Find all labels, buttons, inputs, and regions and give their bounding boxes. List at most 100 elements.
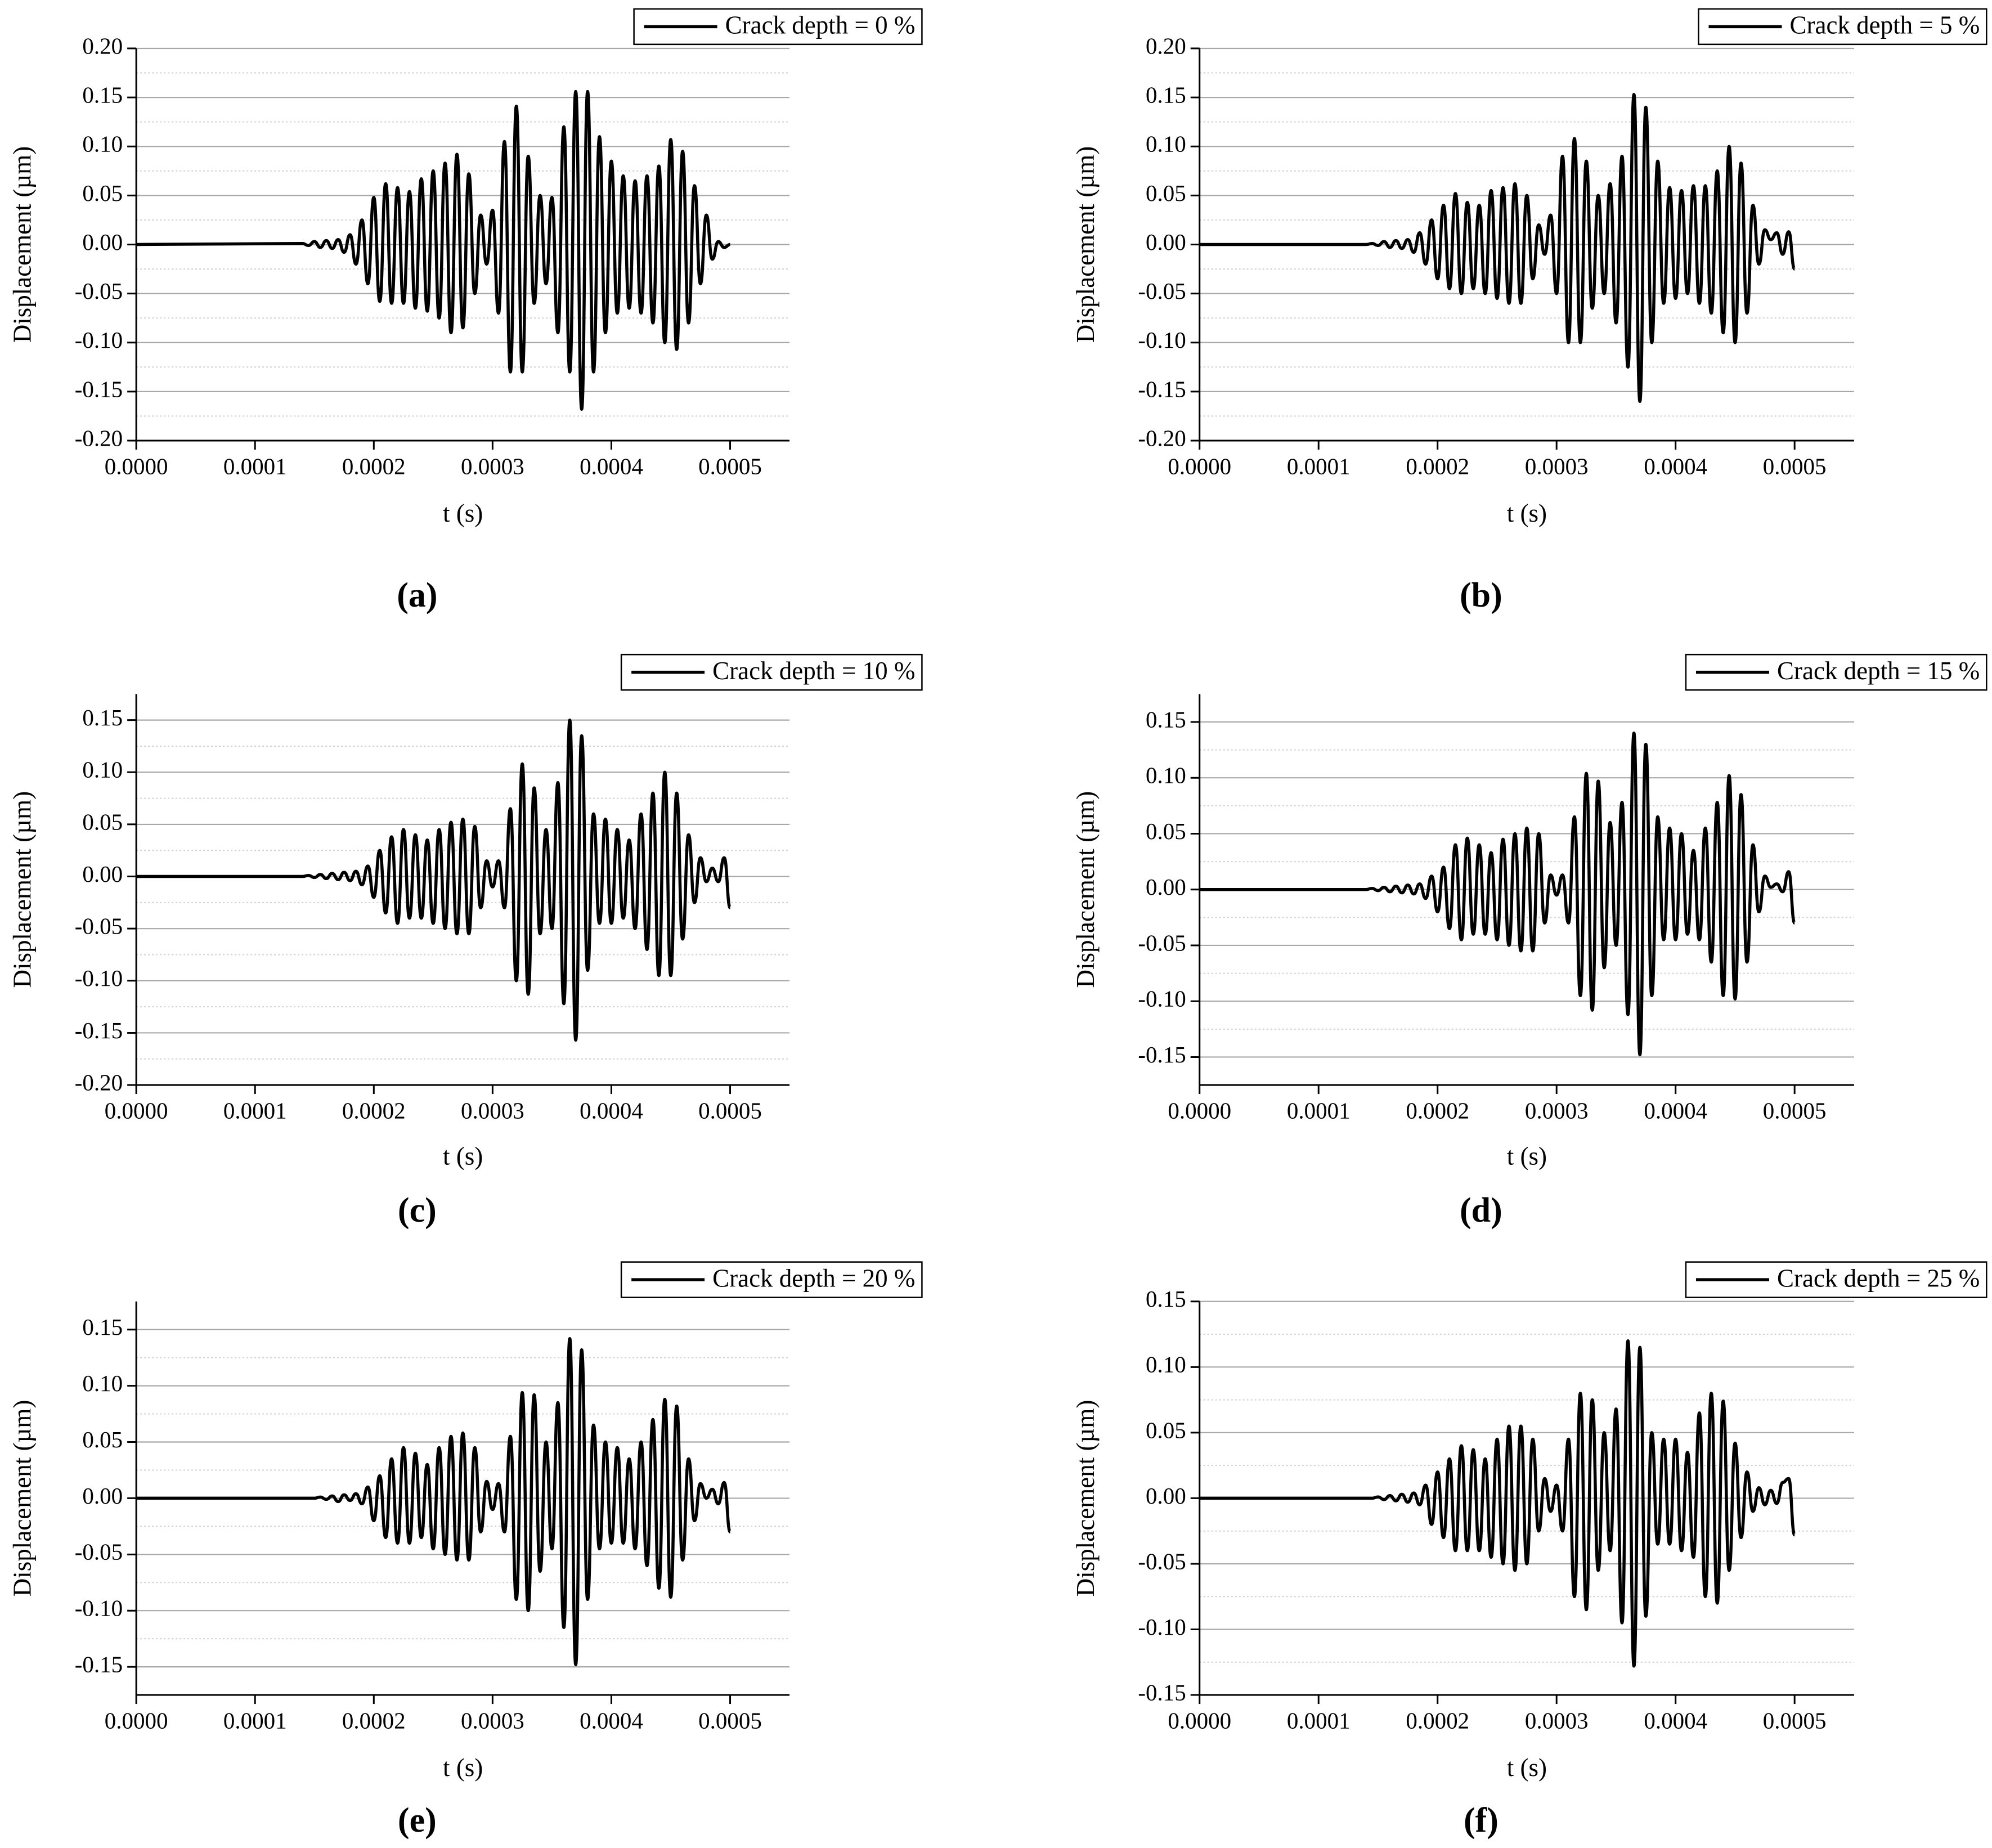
panel-caption: (b) xyxy=(1460,576,1502,614)
y-tick-label: -0.15 xyxy=(1138,376,1186,402)
y-tick-label: 0.15 xyxy=(1146,706,1186,732)
x-tick-label: 0.0004 xyxy=(1644,453,1707,479)
x-tick-label: 0.0003 xyxy=(1525,1097,1589,1123)
y-axis-title: Displacement (µm) xyxy=(8,146,36,343)
y-tick-label: -0.10 xyxy=(75,327,123,353)
x-tick-label: 0.0005 xyxy=(698,1097,762,1123)
x-tick-label: 0.0002 xyxy=(342,1097,406,1123)
legend: Crack depth = 20 % xyxy=(620,1261,923,1298)
y-tick-label: -0.15 xyxy=(1138,1042,1186,1067)
y-tick-label: 0.05 xyxy=(82,809,123,835)
data-line xyxy=(1199,93,1796,403)
x-tick-label: 0.0003 xyxy=(1525,1707,1589,1733)
panel-caption: (d) xyxy=(1460,1191,1502,1230)
y-axis-title: Displacement (µm) xyxy=(1071,1400,1100,1597)
y-tick-label: -0.10 xyxy=(75,1595,123,1621)
x-tick-label: 0.0004 xyxy=(580,1707,643,1733)
y-tick-label: 0.05 xyxy=(82,180,123,206)
y-tick-label: 0.10 xyxy=(1146,762,1186,788)
y-tick-label: 0.10 xyxy=(1146,1352,1186,1378)
y-tick-label: -0.15 xyxy=(75,376,123,402)
legend: Crack depth = 0 % xyxy=(633,8,923,46)
x-tick-label: 0.0002 xyxy=(342,1707,406,1733)
y-tick-label: 0.00 xyxy=(1146,874,1186,900)
x-axis-title: t (s) xyxy=(443,499,483,527)
data-line xyxy=(136,718,732,1042)
y-tick-label: 0.15 xyxy=(82,705,123,730)
y-tick-label: -0.05 xyxy=(1138,278,1186,304)
x-tick-label: 0.0004 xyxy=(1644,1707,1707,1733)
x-tick-label: 0.0002 xyxy=(1406,1097,1469,1123)
y-tick-label: -0.10 xyxy=(1138,1614,1186,1640)
y-tick-label: 0.15 xyxy=(1146,82,1186,108)
x-axis-title: t (s) xyxy=(1507,1753,1547,1782)
panel: -0.15 -0.10 -0.05 0.00 0.05 0.10 0.15 0.0000 0.0… xyxy=(1071,1261,1987,1840)
x-tick-label: 0.0003 xyxy=(461,1097,524,1123)
legend: Crack depth = 15 % xyxy=(1685,653,1987,691)
y-axis-title: Displacement (µm) xyxy=(1071,791,1100,988)
x-axis-title: t (s) xyxy=(1507,1142,1547,1170)
data-line xyxy=(1199,1339,1796,1668)
x-tick-label: 0.0001 xyxy=(1287,453,1351,479)
x-tick-label: 0.0000 xyxy=(1168,1097,1231,1123)
data-line xyxy=(136,89,730,411)
y-tick-label: -0.05 xyxy=(1138,930,1186,956)
y-tick-label: -0.10 xyxy=(1138,986,1186,1012)
x-tick-label: 0.0000 xyxy=(105,453,168,479)
y-tick-label: 0.00 xyxy=(82,229,123,255)
x-tick-label: 0.0003 xyxy=(461,1707,524,1733)
y-tick-label: 0.10 xyxy=(82,757,123,783)
legend-label: Crack depth = 15 % xyxy=(1777,657,1980,685)
data-line xyxy=(1199,732,1796,1057)
panel-caption: (f) xyxy=(1464,1801,1499,1840)
x-tick-label: 0.0001 xyxy=(1287,1097,1351,1123)
x-tick-label: 0.0005 xyxy=(1763,453,1827,479)
legend-label: Crack depth = 0 % xyxy=(725,11,916,39)
x-tick-label: 0.0004 xyxy=(1644,1097,1707,1123)
y-tick-label: -0.10 xyxy=(1138,327,1186,353)
y-tick-label: -0.20 xyxy=(1138,425,1186,451)
y-tick-label: 0.15 xyxy=(82,82,123,108)
y-tick-label: 0.05 xyxy=(82,1427,123,1452)
legend-label: Crack depth = 5 % xyxy=(1789,11,1980,39)
y-axis-title: Displacement (µm) xyxy=(1071,146,1100,343)
legend-label: Crack depth = 25 % xyxy=(1777,1264,1980,1292)
y-tick-label: 0.10 xyxy=(1146,131,1186,157)
x-tick-label: 0.0005 xyxy=(1763,1707,1827,1733)
x-tick-label: 0.0002 xyxy=(342,453,406,479)
x-axis-title: t (s) xyxy=(1507,499,1547,527)
y-tick-label: 0.15 xyxy=(1146,1286,1186,1312)
x-tick-label: 0.0000 xyxy=(105,1707,168,1733)
y-tick-label: 0.10 xyxy=(82,1370,123,1396)
y-tick-label: 0.05 xyxy=(1146,180,1186,206)
x-tick-label: 0.0003 xyxy=(1525,453,1589,479)
x-tick-label: 0.0004 xyxy=(580,1097,643,1123)
x-tick-label: 0.0005 xyxy=(1763,1097,1827,1123)
y-tick-label: -0.05 xyxy=(75,278,123,304)
y-tick-label: 0.20 xyxy=(1146,33,1186,59)
y-tick-label: -0.05 xyxy=(75,913,123,939)
x-tick-label: 0.0001 xyxy=(223,1707,287,1733)
panel: -0.15 -0.10 -0.05 0.00 0.05 0.10 0.15 0.0000 0.0… xyxy=(1071,653,1987,1230)
y-tick-label: -0.05 xyxy=(75,1539,123,1565)
x-tick-label: 0.0005 xyxy=(698,453,762,479)
x-axis-title: t (s) xyxy=(443,1753,483,1782)
x-tick-label: 0.0005 xyxy=(698,1707,762,1733)
panel-caption: (a) xyxy=(397,576,437,614)
x-tick-label: 0.0001 xyxy=(223,1097,287,1123)
y-tick-label: 0.15 xyxy=(82,1314,123,1340)
panel: -0.20 -0.15 -0.10 -0.05 0.00 0.05 0.10 0.15 0.20… xyxy=(8,8,923,614)
x-tick-label: 0.0000 xyxy=(1168,453,1231,479)
y-tick-label: -0.20 xyxy=(75,1069,123,1095)
x-tick-label: 0.0002 xyxy=(1406,1707,1469,1733)
x-axis-title: t (s) xyxy=(443,1142,483,1170)
y-tick-label: 0.05 xyxy=(1146,1417,1186,1443)
y-tick-label: -0.05 xyxy=(1138,1548,1186,1574)
y-tick-label: 0.00 xyxy=(82,861,123,887)
x-tick-label: 0.0004 xyxy=(580,453,643,479)
legend: Crack depth = 10 % xyxy=(620,653,923,691)
x-tick-label: 0.0000 xyxy=(1168,1707,1231,1733)
legend-label: Crack depth = 10 % xyxy=(712,657,915,685)
panel: -0.20 -0.15 -0.10 -0.05 0.00 0.05 0.10 0.15 0.20… xyxy=(1071,8,1987,614)
